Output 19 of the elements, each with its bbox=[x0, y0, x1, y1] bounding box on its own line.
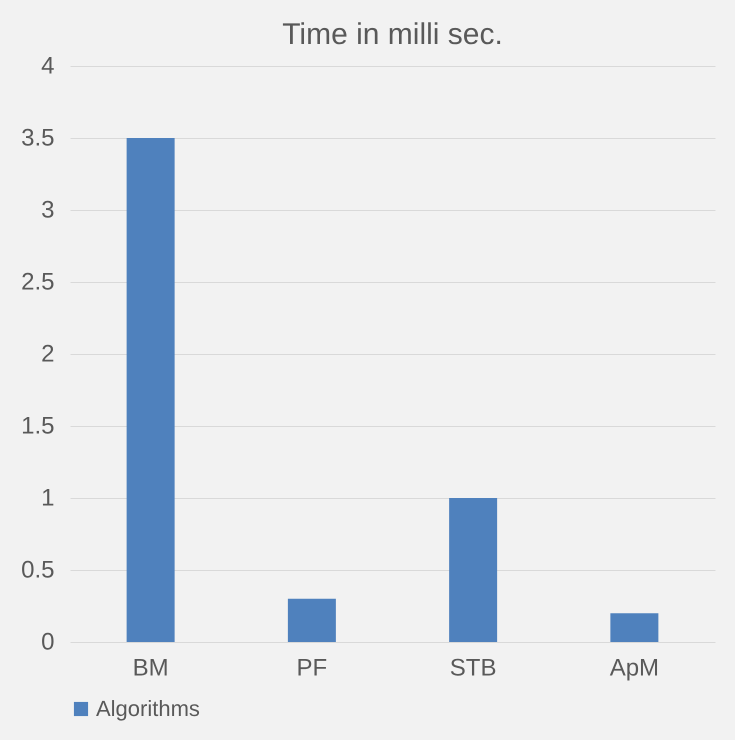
x-tick-label: BM bbox=[132, 654, 169, 682]
chart-title: Time in milli sec. bbox=[282, 18, 503, 51]
x-tick-label: PF bbox=[296, 654, 328, 682]
y-tick-label: 0 bbox=[41, 628, 54, 656]
bar bbox=[610, 613, 658, 642]
y-tick-label: 1.5 bbox=[21, 412, 54, 440]
y-tick-label: 2.5 bbox=[21, 268, 54, 296]
y-tick-label: 4 bbox=[41, 52, 54, 80]
bar bbox=[288, 598, 336, 642]
bar bbox=[126, 138, 175, 642]
bar bbox=[449, 498, 498, 642]
y-tick-label: 2 bbox=[41, 340, 54, 368]
y-tick-label: 0.5 bbox=[21, 556, 54, 584]
x-tick-label: ApM bbox=[610, 654, 660, 682]
legend-label: Algorithms bbox=[96, 696, 200, 721]
y-tick-label: 3.5 bbox=[21, 124, 54, 152]
x-tick-label: STB bbox=[450, 654, 496, 682]
y-tick-label: 1 bbox=[41, 484, 54, 512]
y-tick-label: 3 bbox=[41, 196, 54, 224]
